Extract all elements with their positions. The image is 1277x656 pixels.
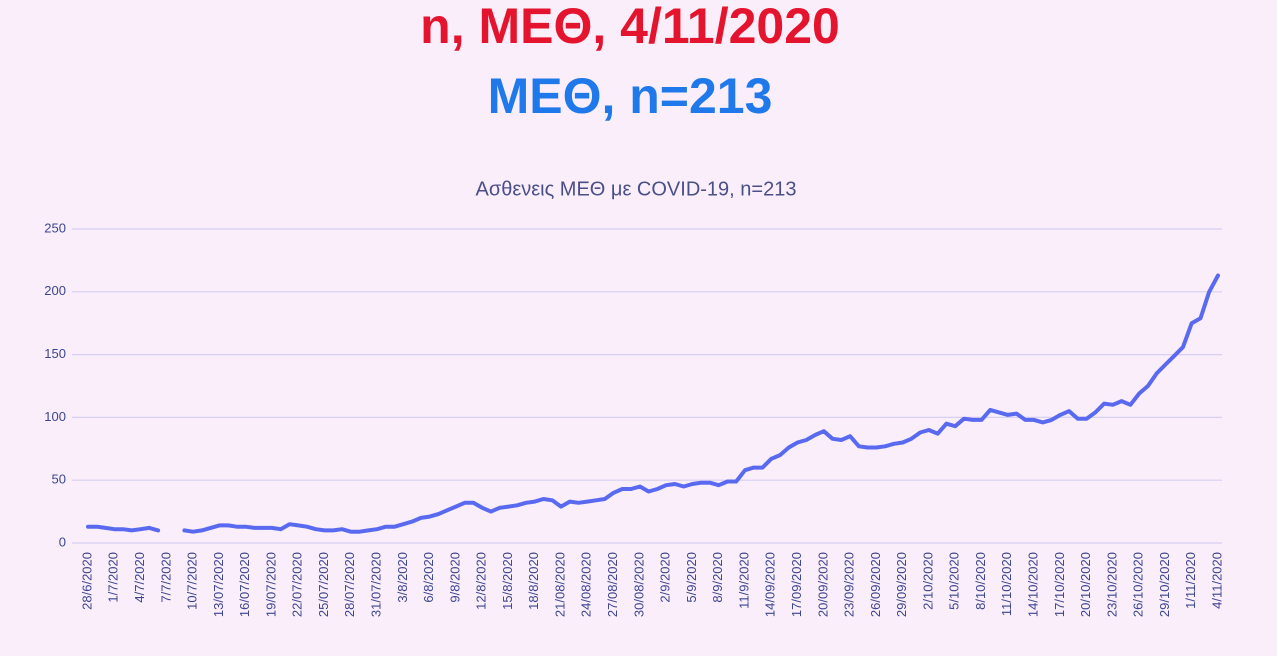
x-tick-label: 1/7/2020: [106, 552, 121, 603]
x-tick-label: 8/9/2020: [710, 552, 725, 603]
x-tick-label: 4/11/2020: [1209, 552, 1224, 609]
x-tick-label: 13/07/2020: [211, 552, 226, 617]
x-tick-label: 8/10/2020: [973, 552, 988, 610]
x-tick-label: 5/9/2020: [684, 552, 699, 603]
x-tick-label: 26/10/2020: [1131, 552, 1146, 617]
x-tick-label: 15/8/2020: [500, 552, 515, 610]
y-tick-label: 250: [44, 220, 66, 235]
x-tick-label: 6/8/2020: [421, 552, 436, 603]
x-tick-label: 14/09/2020: [763, 552, 778, 617]
x-tick-label: 17/09/2020: [789, 552, 804, 617]
x-tick-label: 28/6/2020: [79, 552, 94, 610]
x-tick-label: 14/10/2020: [1025, 552, 1040, 617]
x-tick-label: 2/9/2020: [658, 552, 673, 603]
slide-subtitle: ΜΕΘ, n=213: [488, 68, 773, 124]
x-tick-label: 2/10/2020: [920, 552, 935, 610]
x-tick-label: 10/7/2020: [185, 552, 200, 610]
x-tick-label: 21/08/2020: [552, 552, 567, 617]
data-line: [86, 273, 1220, 534]
x-tick-label: 20/10/2020: [1078, 552, 1093, 617]
chart-title: Ασθενεις ΜΕΘ με COVID-19, n=213: [476, 178, 797, 200]
x-tick-label: 12/8/2020: [474, 552, 489, 610]
slide-title: n, ΜΕΘ, 4/11/2020: [420, 0, 840, 54]
x-tick-label: 24/08/2020: [579, 552, 594, 617]
x-tick-label: 23/10/2020: [1104, 552, 1119, 617]
x-tick-label: 19/07/2020: [263, 552, 278, 617]
x-tick-label: 3/8/2020: [395, 552, 410, 603]
y-tick-label: 150: [44, 346, 66, 361]
x-tick-label: 11/9/2020: [736, 552, 751, 609]
x-tick-label: 11/10/2020: [999, 552, 1014, 616]
x-tick-label: 4/7/2020: [132, 552, 147, 603]
x-tick-label: 18/8/2020: [526, 552, 541, 610]
x-tick-label: 25/07/2020: [316, 552, 331, 617]
x-tick-label: 28/07/2020: [342, 552, 357, 617]
x-tick-label: 5/10/2020: [947, 552, 962, 610]
x-tick-label: 29/10/2020: [1157, 552, 1172, 617]
x-tick-label: 31/07/2020: [369, 552, 384, 617]
x-tick-label: 26/09/2020: [868, 552, 883, 617]
x-tick-label: 1/11/2020: [1183, 552, 1198, 609]
x-tick-label: 20/09/2020: [815, 552, 830, 617]
x-tick-label: 29/09/2020: [894, 552, 909, 617]
y-tick-label: 50: [52, 472, 66, 487]
x-tick-label: 27/08/2020: [605, 552, 620, 617]
x-tick-label: 16/07/2020: [237, 552, 252, 617]
x-tick-label: 30/08/2020: [631, 552, 646, 617]
x-tick-label: 23/09/2020: [842, 552, 857, 617]
x-tick-label: 17/10/2020: [1052, 552, 1067, 617]
y-tick-label: 200: [44, 283, 66, 298]
x-tick-label: 7/7/2020: [158, 552, 173, 603]
y-tick-label: 0: [59, 534, 66, 549]
x-tick-label: 22/07/2020: [290, 552, 305, 617]
y-tick-label: 100: [44, 409, 66, 424]
x-tick-label: 9/8/2020: [447, 552, 462, 603]
